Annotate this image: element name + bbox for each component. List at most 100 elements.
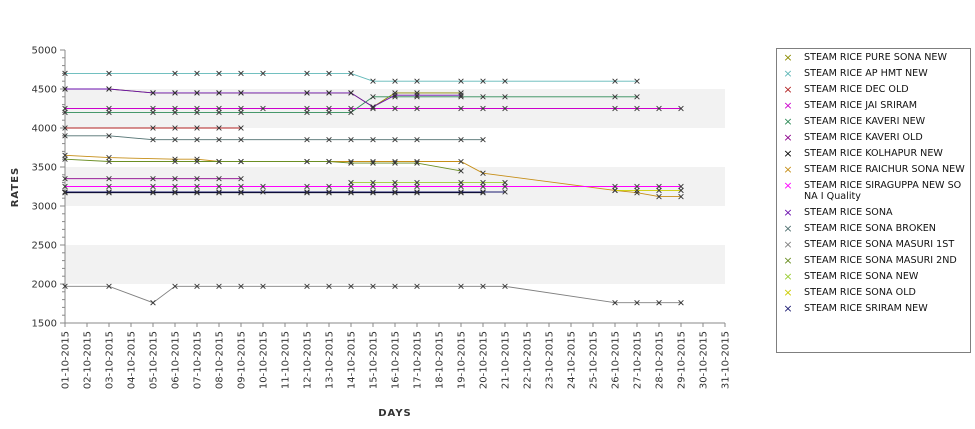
data-point <box>480 94 486 100</box>
series-8 <box>62 183 684 190</box>
data-point <box>656 105 662 112</box>
data-point <box>238 190 244 196</box>
data-point <box>150 183 156 190</box>
data-point <box>634 78 640 84</box>
data-point <box>458 90 464 96</box>
data-point <box>172 109 178 116</box>
data-point <box>414 183 420 190</box>
series-line <box>65 72 637 82</box>
data-point <box>172 183 178 190</box>
data-point <box>326 189 332 195</box>
legend-item: × STEAM RICE KAVERI OLD <box>781 132 968 143</box>
data-point <box>150 125 156 131</box>
data-point <box>392 105 398 112</box>
data-point <box>62 152 68 159</box>
data-point <box>348 190 354 196</box>
legend: × STEAM RICE PURE SONA NEW × STEAM RICE AP… <box>776 48 971 353</box>
data-point <box>260 183 266 190</box>
data-point <box>326 190 332 196</box>
data-point <box>370 183 376 190</box>
data-point <box>238 158 244 165</box>
data-point <box>106 154 112 161</box>
data-point <box>392 179 398 186</box>
data-point <box>194 183 200 190</box>
legend-item: × STEAM RICE SRIRAM NEW <box>781 303 968 314</box>
legend-item: × STEAM RICE RAICHUR SONA NEW <box>781 164 968 175</box>
series-10 <box>62 133 486 143</box>
data-point <box>656 300 662 306</box>
data-point <box>502 179 508 186</box>
data-point <box>480 170 486 176</box>
data-point <box>458 190 464 196</box>
data-point <box>106 190 112 196</box>
data-point <box>370 189 376 195</box>
data-point <box>678 300 684 306</box>
data-point <box>458 283 464 290</box>
x-tick-label: 29-10-2015 <box>677 331 688 389</box>
data-point <box>150 189 156 195</box>
legend-marker: × <box>783 254 793 267</box>
data-point <box>502 283 508 290</box>
data-point <box>238 136 244 143</box>
data-point <box>678 105 684 112</box>
data-point <box>326 90 332 96</box>
legend-item: × STEAM RICE SONA NEW <box>781 271 968 282</box>
x-tick-label: 12-10-2015 <box>303 331 314 389</box>
data-point <box>62 86 68 92</box>
x-tick-label: 20-10-2015 <box>479 331 490 389</box>
data-point <box>172 136 178 143</box>
legend-item: × STEAM RICE AP HMT NEW <box>781 68 968 79</box>
data-point <box>634 300 640 306</box>
data-point <box>238 105 244 112</box>
data-point <box>634 187 640 194</box>
data-point <box>260 70 266 77</box>
data-point <box>172 105 178 112</box>
data-point <box>348 90 354 96</box>
data-point <box>458 158 464 165</box>
data-point <box>172 283 178 290</box>
data-point <box>260 105 266 112</box>
data-point <box>348 109 354 116</box>
x-tick-label: 21-10-2015 <box>501 331 512 389</box>
data-point <box>172 190 178 196</box>
data-point <box>150 300 156 306</box>
data-point <box>392 283 398 290</box>
series-1 <box>62 70 640 84</box>
x-tick-label: 06-10-2015 <box>171 331 182 389</box>
data-point <box>62 105 68 112</box>
series-11 <box>62 283 684 306</box>
data-point <box>370 190 376 196</box>
grid-band <box>65 284 725 323</box>
legend-marker: × <box>783 238 793 251</box>
legend-label: STEAM RICE DEC OLD <box>804 84 909 95</box>
data-point <box>414 189 420 195</box>
data-point <box>216 190 222 196</box>
data-point <box>348 189 354 195</box>
legend-item: × STEAM RICE KOLHAPUR NEW <box>781 148 968 159</box>
legend-label: STEAM RICE SIRAGUPPA NEW SONA I Quality <box>804 180 962 202</box>
data-point <box>216 109 222 116</box>
legend-label: STEAM RICE PURE SONA NEW <box>804 52 947 63</box>
data-point <box>348 70 354 77</box>
data-point <box>216 158 222 165</box>
grid-band <box>65 245 725 284</box>
legend-marker: × <box>783 147 793 160</box>
data-point <box>370 94 376 100</box>
data-point <box>326 70 332 77</box>
legend-label: STEAM RICE SONA BROKEN <box>804 223 936 234</box>
data-point <box>414 92 420 98</box>
data-point <box>216 70 222 77</box>
data-point <box>326 158 332 165</box>
y-tick-label: 1500 <box>32 319 57 330</box>
data-point <box>216 136 222 143</box>
legend-marker: × <box>783 115 793 128</box>
data-point <box>238 70 244 77</box>
data-point <box>260 283 266 290</box>
data-point <box>194 283 200 290</box>
x-tick-label: 23-10-2015 <box>545 331 556 389</box>
y-tick-label: 3000 <box>32 202 57 213</box>
series-12 <box>62 156 464 174</box>
data-point <box>326 136 332 143</box>
y-tick-label: 3500 <box>32 163 57 174</box>
data-point <box>502 189 508 195</box>
